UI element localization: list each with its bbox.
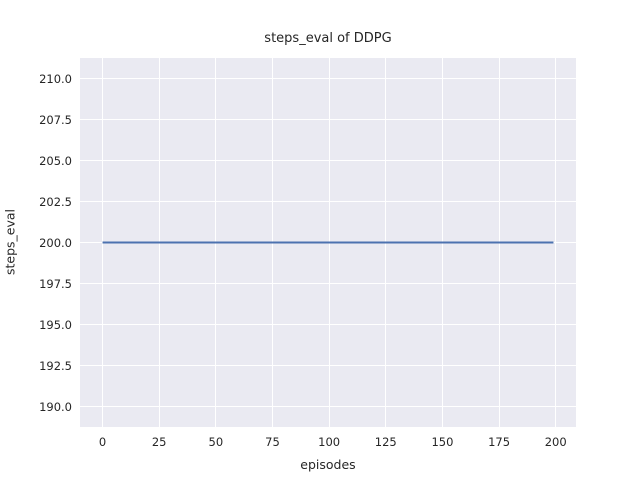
x-axis-label: episodes — [300, 457, 356, 472]
x-tick-label: 25 — [151, 435, 167, 449]
y-tick-label: 207.5 — [39, 112, 72, 127]
x-tick-label: 0 — [98, 435, 107, 449]
y-tick-label: 190.0 — [39, 399, 72, 414]
y-tick-label: 192.5 — [39, 358, 72, 373]
y-gridline — [80, 119, 576, 120]
y-gridline — [80, 78, 576, 79]
y-gridline — [80, 160, 576, 161]
x-tick-label: 125 — [374, 435, 397, 449]
y-gridline — [80, 324, 576, 325]
y-tick-label: 195.0 — [39, 317, 72, 332]
y-tick-label: 200.0 — [39, 235, 72, 250]
x-tick-label: 75 — [265, 435, 280, 449]
x-tick-label: 150 — [431, 435, 454, 449]
y-gridline — [80, 201, 576, 202]
chart-canvas — [102, 241, 554, 244]
y-tick-label: 197.5 — [39, 276, 72, 291]
y-tick-label: 210.0 — [39, 71, 72, 86]
x-tick-label: 100 — [318, 435, 341, 449]
chart-title: steps_eval of DDPG — [264, 31, 392, 46]
y-gridline — [80, 365, 576, 366]
plot-area — [80, 58, 576, 427]
y-tick-label: 205.0 — [39, 153, 72, 168]
y-gridline — [80, 406, 576, 407]
x-tick-label: 175 — [488, 435, 511, 449]
y-gridline — [80, 283, 576, 284]
y-tick-label: 202.5 — [39, 194, 72, 209]
x-tick-label: 200 — [544, 435, 567, 449]
x-tick-label: 50 — [208, 435, 224, 449]
